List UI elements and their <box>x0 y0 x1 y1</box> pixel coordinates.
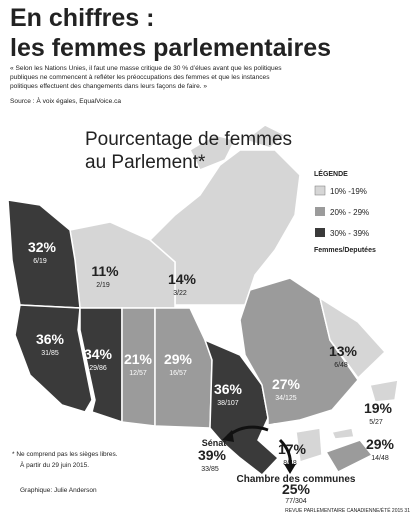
arctic-island <box>243 124 287 149</box>
credit: Graphique: Julie Anderson <box>20 487 97 494</box>
region-seats: 6/48 <box>334 362 348 369</box>
ottawa-marker <box>267 423 285 441</box>
quote-line: politiques effectuent des changements da… <box>10 83 207 90</box>
region-percent: 29% <box>366 436 395 452</box>
commons-percent: 25% <box>282 481 311 497</box>
source: Source : À voix égales, EqualVoice.ca <box>10 96 121 105</box>
legend-note: Femmes/Deputées <box>314 247 376 254</box>
legend-label: 20% - 29% <box>330 208 369 217</box>
region-percent: 19% <box>364 400 393 416</box>
prince-edward-island <box>330 427 355 440</box>
new-brunswick <box>295 427 323 463</box>
senate-label: Sénat <box>202 438 227 448</box>
region-seats: 31/85 <box>41 350 59 357</box>
region-percent: 21% <box>124 351 153 367</box>
arrowhead <box>222 430 234 442</box>
legend-label: 30% - 39% <box>330 229 369 238</box>
region-percent: 11% <box>91 263 119 279</box>
region-percent: 29% <box>164 351 193 367</box>
newfoundland-labrador <box>318 296 387 380</box>
footnote: À partir du 29 juin 2015. <box>20 460 89 469</box>
commons-seats: 77/304 <box>285 498 307 505</box>
region-seats: 38/107 <box>217 400 239 407</box>
map <box>7 124 399 477</box>
legend-swatch <box>315 228 325 237</box>
legend-title: LÉGENDE <box>314 169 348 178</box>
region-seats: 12/57 <box>129 370 147 377</box>
region-seats: 16/57 <box>169 370 187 377</box>
map-title: Pourcentage de femmes <box>85 129 292 150</box>
map-title: au Parlement* <box>85 152 206 173</box>
region-seats: 34/125 <box>275 395 297 402</box>
senate-seats: 33/85 <box>201 466 219 473</box>
saskatchewan <box>121 307 156 427</box>
region-seats: 14/48 <box>371 455 389 462</box>
arctic-island <box>189 134 237 171</box>
quote-line: « Selon les Nations Unies, il faut une m… <box>10 65 282 72</box>
region-percent: 34% <box>84 346 113 362</box>
region-percent: 36% <box>214 381 243 397</box>
region-seats: 5/27 <box>369 419 383 426</box>
arrowhead <box>284 464 296 474</box>
nova-scotia <box>324 439 374 473</box>
arrow <box>278 438 292 467</box>
yukon <box>7 199 81 309</box>
region-percent: 27% <box>272 376 301 392</box>
region-percent: 14% <box>168 271 197 287</box>
senate-percent: 39% <box>198 447 227 463</box>
title-line: En chiffres : <box>10 4 154 32</box>
nunavut <box>148 149 301 306</box>
region-percent: 13% <box>329 343 358 359</box>
footer: REVUE PARLEMENTAIRE CANADIENNE/ÉTÉ 2015 … <box>285 507 410 514</box>
footnote: * Ne comprend pas les sièges libres. <box>12 451 118 458</box>
legend-swatch <box>314 185 326 196</box>
region-seats: 2/19 <box>96 282 110 289</box>
region-seats: 29/86 <box>89 365 107 372</box>
region-seats: 6/19 <box>33 258 47 265</box>
legend-label: 10% -19% <box>330 187 367 196</box>
legend-swatch <box>315 207 325 216</box>
region-percent: 32% <box>28 239 57 255</box>
quote-line: publiques ne commencent à refléter les p… <box>10 74 270 81</box>
region-percent: 36% <box>36 331 65 347</box>
commons-label: Chambre des communes <box>237 474 356 485</box>
title-line: les femmes parlementaires <box>10 34 331 62</box>
region-seats: 3/22 <box>173 290 187 297</box>
newfoundland-island <box>369 379 399 403</box>
